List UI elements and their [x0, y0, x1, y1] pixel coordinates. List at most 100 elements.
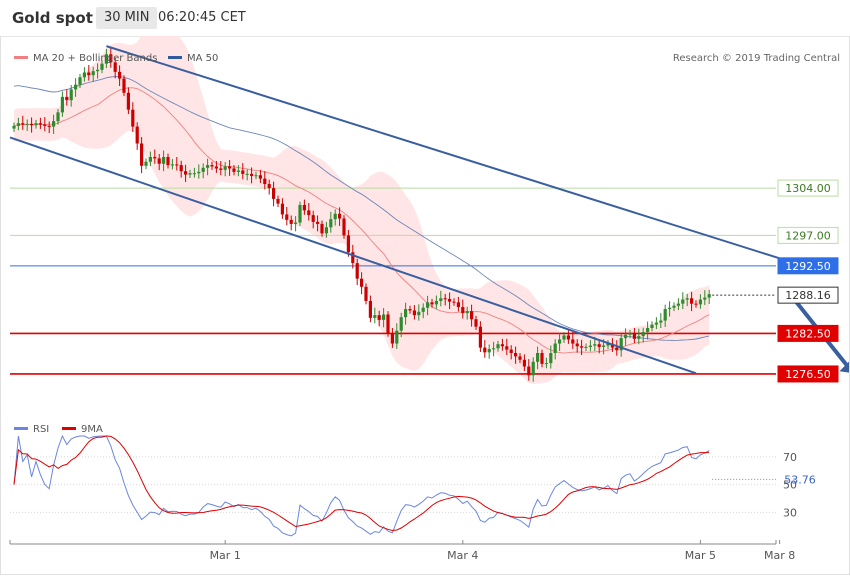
candle-body [118, 71, 122, 79]
candle-body [192, 173, 196, 175]
candle-body [602, 345, 606, 347]
candle-body [285, 214, 289, 220]
channel-upper-line[interactable] [106, 45, 785, 261]
x-tick-label-Mar-5: Mar 5 [685, 549, 716, 562]
candle-body [580, 346, 584, 348]
ma20-legend-swatch [14, 56, 28, 59]
x-tick-label-Mar-8: Mar 8 [764, 549, 795, 562]
level-label-box-1292.50 [777, 257, 839, 275]
candle-body [540, 353, 544, 364]
ma20-legend-label: MA 20 + Bollinger Bands [33, 53, 157, 64]
candle-body [38, 123, 42, 125]
candle-body [421, 307, 425, 312]
x-tick-label-Mar-1: Mar 1 [210, 549, 241, 562]
rsi-last-value: 53.76 [784, 473, 816, 486]
candle-body [122, 78, 126, 93]
candle-body [698, 299, 702, 305]
candle-body [522, 359, 526, 367]
candle-body [531, 361, 535, 376]
candle-body [368, 300, 372, 318]
candle-body [232, 168, 236, 172]
candle-body [21, 123, 25, 125]
candle-body [456, 302, 460, 308]
candle-body [16, 123, 20, 126]
candle-body [509, 349, 513, 354]
candle-body [91, 71, 95, 76]
candle-body [707, 294, 711, 298]
bollinger-band [14, 36, 710, 385]
candle-body [478, 326, 482, 348]
candle-body [461, 307, 465, 314]
candle-body [624, 334, 628, 339]
candle-body [184, 171, 188, 175]
candle-body [465, 311, 469, 314]
candle-body [659, 320, 663, 323]
candle-body [377, 315, 381, 320]
candle-body [518, 356, 522, 360]
candle-body [206, 165, 210, 168]
candle-body [329, 219, 333, 228]
candle-body [553, 343, 557, 354]
level-label-1304.00: 1304.00 [785, 182, 831, 195]
candle-body [254, 175, 258, 177]
candle-body [342, 218, 346, 236]
candle-body [562, 335, 566, 340]
candle-body [588, 345, 592, 347]
candle-body [219, 168, 223, 170]
candle-body [615, 347, 619, 351]
candle-body [619, 338, 623, 351]
candle-body [536, 353, 540, 362]
candle-body [606, 343, 610, 346]
candle-body [412, 310, 416, 316]
candle-body [307, 210, 311, 216]
candle-body [298, 204, 302, 223]
candle-body [646, 328, 650, 333]
timeframe-badge[interactable]: 30 MIN [96, 7, 158, 29]
candle-body [637, 336, 641, 339]
candle-body [82, 72, 86, 78]
candle-body [302, 204, 306, 211]
candle-body [276, 198, 280, 204]
candle-body [12, 125, 16, 129]
candle-body [135, 126, 139, 144]
rsi-legend-label: RSI [33, 424, 49, 435]
rsi-tick-70: 70 [783, 451, 797, 464]
candle-body [34, 123, 38, 126]
candle-body [355, 263, 359, 279]
candle-body [241, 170, 245, 174]
candle-body [483, 347, 487, 353]
projection-arrow-head [839, 360, 850, 373]
candle-body [544, 363, 548, 365]
candle-body [514, 353, 518, 357]
candle-body [223, 166, 227, 170]
candle-body [109, 54, 113, 63]
level-label-1288.16: 1288.16 [785, 289, 831, 302]
candle-body [399, 317, 403, 331]
candle-body [386, 314, 390, 334]
candle-body [78, 77, 82, 85]
candle-body [390, 333, 394, 344]
candle-body [694, 303, 698, 305]
candle-body [593, 344, 597, 346]
candle-body [56, 112, 60, 122]
candle-body [140, 143, 144, 166]
candle-body [43, 124, 47, 126]
channel-lower-line[interactable] [9, 136, 697, 375]
9ma-legend-swatch [62, 427, 76, 430]
candle-body [597, 344, 601, 347]
candle-body [100, 63, 104, 70]
candle-body [272, 188, 276, 199]
candle-body [364, 286, 368, 301]
candle-body [430, 302, 434, 305]
candle-body [395, 330, 399, 344]
candle-body [641, 332, 645, 337]
ma50-legend-swatch [168, 56, 182, 59]
candle-body [30, 123, 34, 126]
candle-body [157, 158, 161, 164]
candle-body [628, 333, 632, 335]
candle-body [566, 335, 570, 340]
candle-body [250, 173, 254, 176]
candle-body [267, 184, 271, 189]
candle-body [104, 54, 108, 64]
candle-body [263, 178, 267, 185]
